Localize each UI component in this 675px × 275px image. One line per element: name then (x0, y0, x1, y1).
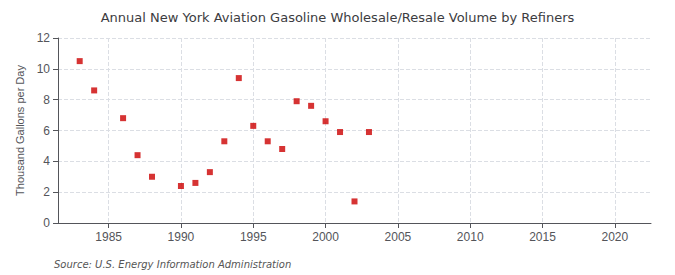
svg-text:12: 12 (37, 31, 51, 45)
svg-text:Thousand Gallons per Day: Thousand Gallons per Day (14, 65, 26, 196)
svg-text:0: 0 (43, 216, 50, 230)
svg-text:1995: 1995 (240, 230, 267, 244)
svg-text:10: 10 (37, 62, 51, 76)
svg-text:Source: U.S. Energy Informatio: Source: U.S. Energy Information Administ… (54, 259, 291, 270)
svg-text:2010: 2010 (457, 230, 484, 244)
svg-text:2005: 2005 (385, 230, 412, 244)
svg-text:4: 4 (43, 154, 50, 168)
svg-text:8: 8 (43, 93, 50, 107)
svg-text:2000: 2000 (312, 230, 339, 244)
svg-text:1990: 1990 (168, 230, 195, 244)
svg-text:1985: 1985 (95, 230, 122, 244)
svg-text:6: 6 (43, 124, 50, 138)
svg-text:Annual New York Aviation Gasol: Annual New York Aviation Gasoline Wholes… (101, 10, 575, 25)
svg-text:2: 2 (43, 185, 50, 199)
svg-text:2015: 2015 (529, 230, 556, 244)
svg-text:2020: 2020 (601, 230, 628, 244)
